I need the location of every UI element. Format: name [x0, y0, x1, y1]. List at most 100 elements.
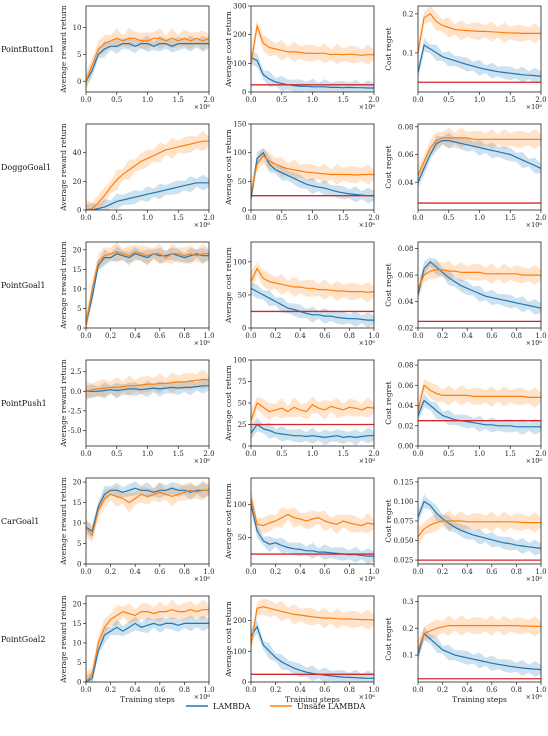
x-tick-label: 1.0: [474, 450, 485, 458]
x-tick-label: 1.0: [535, 568, 546, 576]
band-unsafe-lambda: [251, 147, 374, 203]
line-lambda: [86, 42, 209, 82]
band-unsafe-lambda: [86, 480, 209, 542]
band-unsafe-lambda: [251, 487, 374, 535]
line-lambda: [418, 44, 541, 77]
y-tick-label: 20: [73, 600, 82, 608]
line-unsafe-lambda: [418, 624, 541, 651]
plot-background: [418, 478, 541, 564]
plot-area: [418, 615, 541, 680]
band-unsafe-lambda: [86, 599, 209, 682]
panel-CarGoal1-reward: 0.0 0.2 0.4 0.6 0.8 1.0×10⁶ 0 5 10 15 20 Average re…: [1, 477, 215, 583]
x-tick-label: 0.0: [412, 332, 423, 340]
y-tick-label: 0.125: [393, 478, 413, 486]
y-tick-label: 0: [77, 207, 81, 215]
y-tick-label: 5: [77, 540, 81, 548]
y-axis-label: Cost regret: [384, 499, 393, 542]
x-multiplier: ×10⁶: [359, 693, 376, 701]
line-lambda: [86, 385, 209, 392]
y-tick-label: 0.0: [70, 388, 81, 396]
line-lambda: [86, 622, 209, 682]
legend: LAMBDA Unsafe LAMBDA: [186, 702, 366, 711]
x-multiplier: ×10⁶: [359, 339, 376, 347]
x-multiplier: ×10⁶: [194, 103, 211, 111]
plot-area: [86, 28, 209, 92]
band-unsafe-lambda: [418, 510, 541, 547]
band-unsafe-lambda: [251, 598, 374, 656]
row-env-label: PointPush1: [1, 399, 47, 408]
x-tick-label: 0.0: [245, 686, 256, 694]
y-tick-label: 75: [238, 378, 247, 386]
x-tick-label: 0.0: [245, 214, 256, 222]
axes-frame: [85, 477, 210, 565]
y-tick-label: 100: [233, 648, 246, 656]
plot-background: [251, 478, 374, 564]
x-tick-label: 1.0: [203, 332, 214, 340]
panel-PointButton1-reward: 0.0 0.5 1.0 1.5 2.0×10⁶ 0 5 10 Average reward re…: [1, 5, 215, 111]
x-tick-label: 1.0: [307, 450, 318, 458]
x-tick-label: 0.4: [130, 332, 142, 340]
line-unsafe-lambda: [86, 489, 209, 537]
line-unsafe-lambda: [251, 267, 374, 293]
x-tick-label: 1.0: [307, 96, 318, 104]
x-tick-label: 0.5: [111, 96, 122, 104]
y-tick-label: 20: [73, 178, 82, 186]
y-tick-label: 0.1: [402, 49, 413, 57]
x-multiplier: ×10⁶: [526, 221, 543, 229]
plot-area: [251, 487, 374, 564]
band-lambda: [418, 257, 541, 315]
line-unsafe-lambda: [418, 13, 541, 54]
line-lambda: [86, 182, 209, 210]
plot-background: [418, 360, 541, 446]
y-tick-label: 5: [77, 51, 81, 59]
y-tick-label: 0.06: [398, 382, 414, 390]
x-tick-label: 0.4: [130, 686, 142, 694]
x-tick-label: 0.8: [179, 332, 190, 340]
panel-PointGoal1-reward: 0.0 0.2 0.4 0.6 0.8 1.0×10⁶ 0 5 10 15 20 Average re…: [1, 241, 215, 347]
x-tick-label: 0.8: [511, 332, 522, 340]
x-tick-label: 0.8: [344, 568, 355, 576]
x-tick-label: 1.5: [505, 214, 516, 222]
x-tick-label: 0.0: [80, 686, 91, 694]
plot-area: [86, 131, 209, 210]
line-lambda: [418, 140, 541, 183]
panel-PointGoal2-reward: 0.0 0.2 0.4 0.6 0.8 1.0×10⁶ 0 5 10 15 20 Average re…: [1, 595, 215, 704]
x-multiplier: ×10⁶: [359, 457, 376, 465]
line-unsafe-lambda: [86, 251, 209, 325]
x-tick-label: 0.6: [486, 686, 498, 694]
row-env-label: PointGoal1: [1, 281, 45, 290]
y-axis-label: Cost regret: [384, 263, 393, 306]
x-tick-label: 0.6: [154, 686, 166, 694]
axes-frame: [417, 241, 542, 329]
y-tick-label: -2.5: [68, 407, 82, 415]
x-axis-label: Training steps: [285, 695, 340, 704]
x-tick-label: 0.0: [412, 568, 423, 576]
y-axis-label: Cost regret: [384, 27, 393, 70]
line-lambda: [418, 500, 541, 549]
row-env-label: PointButton1: [1, 45, 54, 54]
x-tick-label: 0.4: [462, 332, 474, 340]
x-tick-label: 0.2: [270, 686, 281, 694]
plot-area: [251, 147, 374, 205]
x-tick-label: 1.0: [368, 332, 379, 340]
x-multiplier: ×10⁶: [194, 575, 211, 583]
x-tick-label: 0.0: [80, 450, 91, 458]
band-lambda: [251, 498, 374, 564]
y-tick-label: 10: [73, 24, 82, 32]
y-tick-label: 2.5: [70, 368, 81, 376]
y-tick-label: 150: [233, 121, 246, 129]
x-tick-label: 0.5: [443, 214, 454, 222]
x-tick-label: 0.8: [344, 332, 355, 340]
panel-DoggoGoal1-reward: 0.0 0.5 1.0 1.5 2.0×10⁶ 0 20 40 Average reward r…: [1, 123, 215, 229]
x-tick-label: 0.2: [105, 332, 116, 340]
band-lambda: [418, 393, 541, 435]
x-tick-label: 1.0: [142, 214, 153, 222]
line-unsafe-lambda: [86, 140, 209, 210]
x-tick-label: 0.5: [276, 96, 287, 104]
x-tick-label: 0.0: [245, 568, 256, 576]
y-tick-label: 100: [233, 60, 246, 68]
plot-area: [86, 369, 209, 402]
